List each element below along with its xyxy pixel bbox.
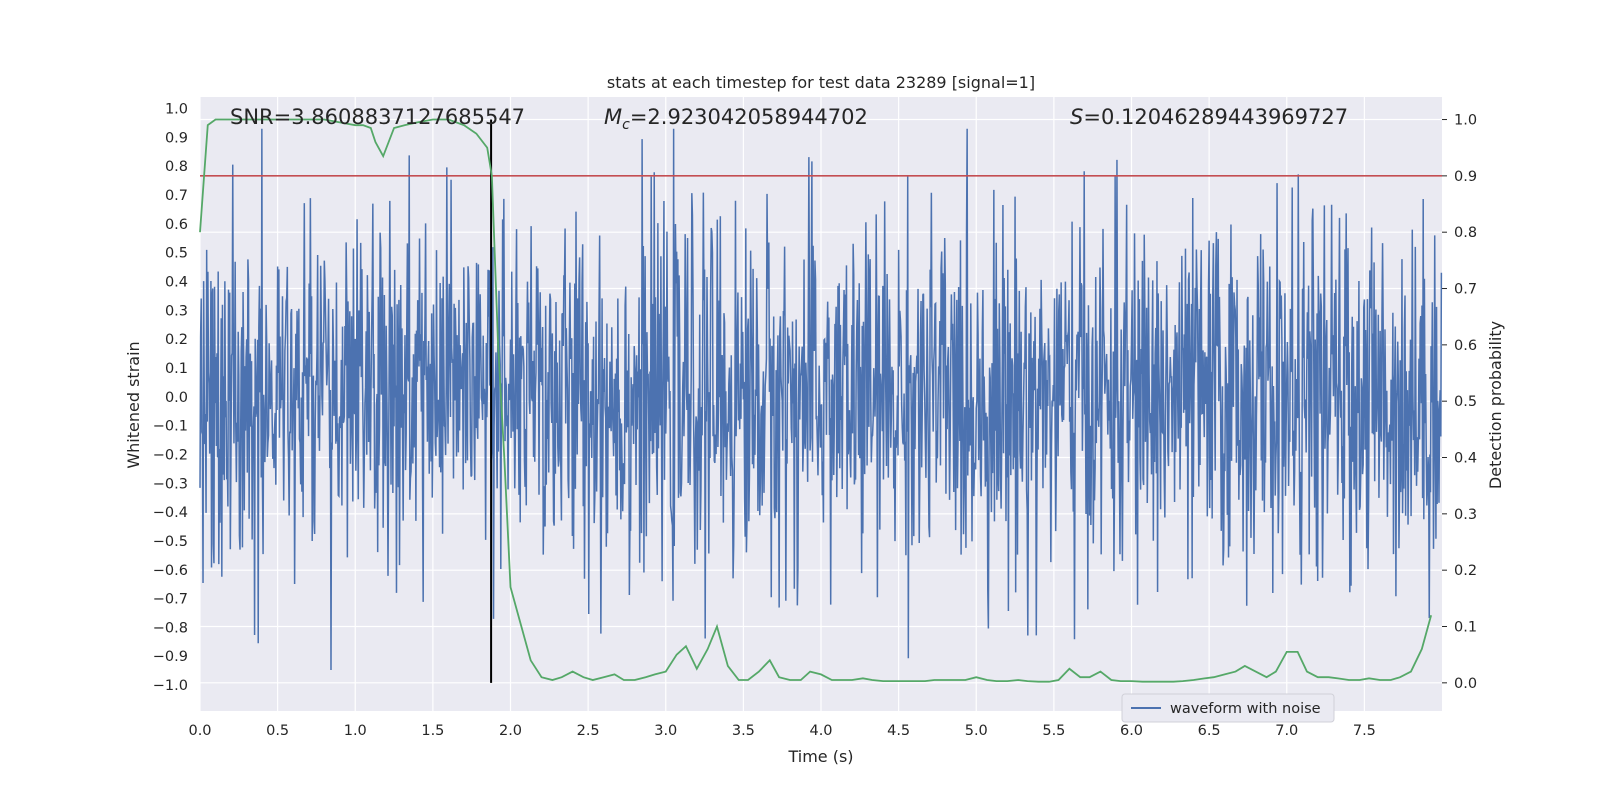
x-tick-label: 0.5 (266, 723, 289, 739)
detection-probability-line (199, 118, 1432, 683)
x-tick-label: 7.5 (1353, 723, 1376, 739)
x-tick-label: 7.0 (1275, 723, 1298, 739)
y-right-tick-label: 0.1 (1454, 620, 1477, 636)
x-axis: 0.0 0.5 1.0 1.5 2.0 2.5 3.0 3.5 4.0 4.5 5.0 5.5 6.0 6… (188, 723, 1375, 739)
x-tick-label: 2.5 (577, 723, 600, 739)
x-tick-label: 4.0 (809, 723, 832, 739)
y-right-tick-label: 0.7 (1454, 282, 1477, 298)
s-symbol: S (1070, 105, 1083, 129)
y-right-tick-label: 0.4 (1454, 451, 1477, 467)
x-tick-label: 3.0 (654, 723, 677, 739)
y-left-tick-label: −0.5 (153, 534, 188, 550)
y-axis-label-left: Whitened strain (124, 341, 143, 468)
y-left-tick-label: 0.5 (165, 246, 188, 262)
y-left-tick-label: 0.7 (165, 188, 188, 204)
y-left-tick-label: −0.9 (153, 649, 188, 665)
y-right-tick-label: 0.0 (1454, 676, 1477, 692)
y-right-tick-label: 0.3 (1454, 507, 1477, 523)
y-right-tick-label: 0.8 (1454, 225, 1477, 241)
waveform-line (199, 128, 1443, 670)
x-tick-label: 3.5 (732, 723, 755, 739)
y-axis-label-right: Detection probability (1486, 321, 1505, 489)
y-right-tick-label: 0.9 (1454, 169, 1477, 185)
x-tick-label: 4.5 (887, 723, 910, 739)
s-value: =0.12046289443969727 (1083, 105, 1348, 129)
y-left-tick-label: −0.8 (153, 620, 188, 636)
y-left-tick-label: 0.1 (165, 361, 188, 377)
legend-label-waveform: waveform with noise (1170, 701, 1321, 717)
y-left-tick-label: 0.9 (165, 130, 188, 146)
chirp-mass-subscript: c (622, 117, 630, 133)
y-left-tick-label: 0.4 (165, 274, 188, 290)
y-left-tick-label: 0.6 (165, 217, 188, 233)
legend: waveform with noise (1121, 693, 1335, 723)
y-left-tick-label: −0.6 (153, 563, 188, 579)
y-right-tick-label: 0.5 (1454, 394, 1477, 410)
x-tick-label: 6.5 (1198, 723, 1221, 739)
waveform-series (199, 128, 1443, 670)
x-tick-label: 0.0 (188, 723, 211, 739)
x-tick-label: 1.0 (344, 723, 367, 739)
chirp-mass-symbol: M (604, 105, 622, 129)
y-axis-right: 1.0 0.9 0.8 0.7 0.6 0.5 0.4 0.3 0.2 0.1 0.0 (1442, 113, 1477, 692)
x-tick-label: 5.5 (1042, 723, 1065, 739)
chirp-mass-value: =2.923042058944702 (630, 105, 868, 129)
x-tick-label: 2.0 (499, 723, 522, 739)
y-left-tick-label: 1.0 (165, 102, 188, 118)
x-tick-label: 1.5 (421, 723, 444, 739)
overlay-lines (199, 118, 1442, 683)
y-left-tick-label: −0.4 (153, 505, 188, 521)
y-left-tick-label: −1.0 (153, 678, 188, 694)
y-right-tick-label: 0.6 (1454, 338, 1477, 354)
y-left-tick-label: −0.7 (153, 592, 188, 608)
snr-annotation: SNR=3.8608837127685547 (230, 105, 525, 129)
chirp-mass-annotation: Mc=2.923042058944702 (604, 105, 868, 133)
x-axis-label: Time (s) (787, 747, 853, 766)
y-axis-left: 1.0 0.9 0.8 0.7 0.6 0.5 0.4 0.3 0.2 0.1 0.0 −0.1 −0.… (153, 102, 188, 695)
y-left-tick-label: 0.0 (165, 390, 188, 406)
y-right-tick-label: 0.2 (1454, 563, 1477, 579)
x-tick-label: 5.0 (965, 723, 988, 739)
y-left-tick-label: 0.8 (165, 159, 188, 175)
x-tick-label: 6.0 (1120, 723, 1143, 739)
y-left-tick-label: −0.1 (153, 419, 188, 435)
y-left-tick-label: 0.3 (165, 303, 188, 319)
y-left-tick-label: −0.3 (153, 476, 188, 492)
legend-box (1121, 693, 1335, 723)
y-right-tick-label: 1.0 (1454, 113, 1477, 129)
y-left-tick-label: −0.2 (153, 447, 188, 463)
y-left-tick-label: 0.2 (165, 332, 188, 348)
chart-title: stats at each timestep for test data 232… (607, 73, 1035, 92)
s-annotation: S=0.12046289443969727 (1070, 105, 1348, 129)
